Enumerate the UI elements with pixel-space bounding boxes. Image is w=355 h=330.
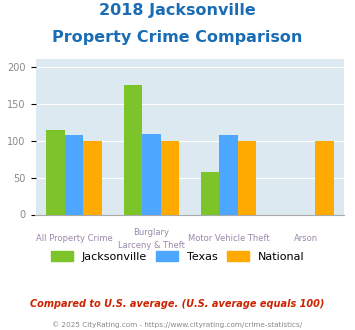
Bar bbox=[219, 136, 238, 214]
Text: All Property Crime: All Property Crime bbox=[36, 234, 113, 243]
Bar bbox=[160, 141, 179, 214]
Text: Arson: Arson bbox=[294, 234, 318, 243]
Bar bbox=[142, 134, 160, 214]
Text: 2018 Jacksonville: 2018 Jacksonville bbox=[99, 3, 256, 18]
Bar bbox=[83, 141, 102, 214]
Bar bbox=[124, 85, 142, 214]
Text: Motor Vehicle Theft: Motor Vehicle Theft bbox=[188, 234, 269, 243]
Bar bbox=[315, 141, 334, 214]
Text: Compared to U.S. average. (U.S. average equals 100): Compared to U.S. average. (U.S. average … bbox=[30, 299, 325, 309]
Text: Burglary: Burglary bbox=[133, 228, 169, 237]
Legend: Jacksonville, Texas, National: Jacksonville, Texas, National bbox=[46, 247, 309, 267]
Bar bbox=[65, 136, 83, 214]
Bar bbox=[238, 141, 256, 214]
Bar bbox=[201, 172, 219, 215]
Text: Property Crime Comparison: Property Crime Comparison bbox=[52, 30, 303, 45]
Text: Larceny & Theft: Larceny & Theft bbox=[118, 241, 185, 250]
Text: © 2025 CityRating.com - https://www.cityrating.com/crime-statistics/: © 2025 CityRating.com - https://www.city… bbox=[53, 322, 302, 328]
Bar bbox=[46, 130, 65, 214]
